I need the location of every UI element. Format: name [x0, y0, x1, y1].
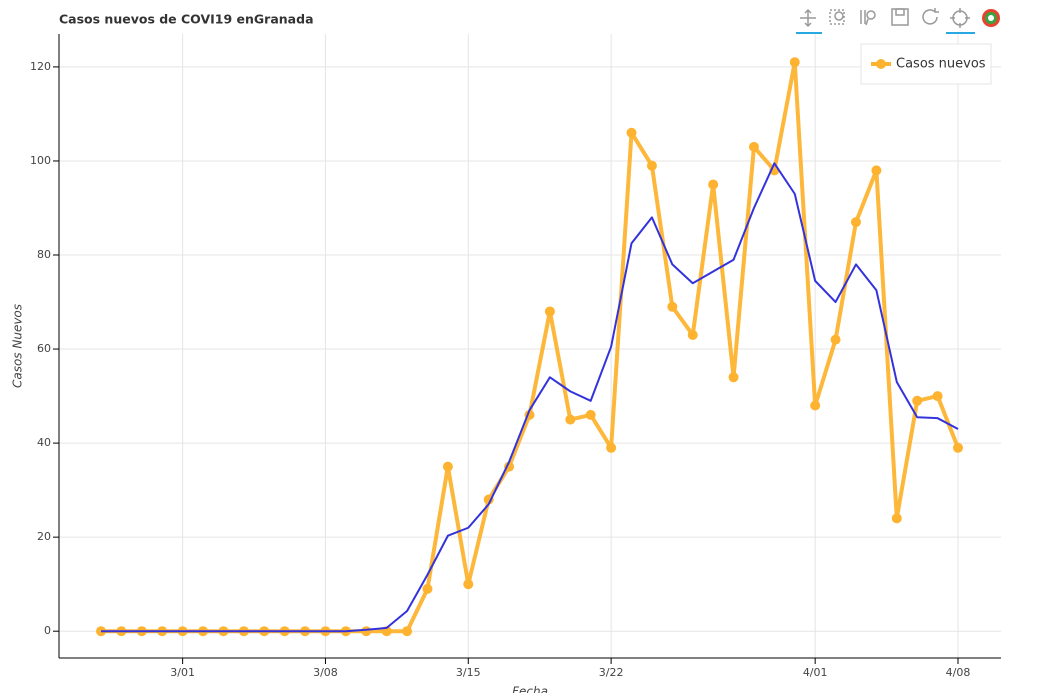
x-axis-label: Fecha	[512, 685, 548, 693]
data-point	[932, 391, 943, 402]
x-tick-label: 4/08	[946, 666, 971, 679]
chart-title: Casos nuevos de COVI19 enGranada	[59, 12, 314, 27]
data-point	[850, 217, 861, 228]
y-tick-label: 40	[37, 436, 51, 449]
data-point	[544, 306, 555, 317]
toolbar	[796, 8, 1000, 34]
bokeh-logo[interactable]	[982, 9, 1000, 27]
data-point	[361, 626, 372, 637]
x-tick-label: 3/01	[170, 666, 195, 679]
data-point	[953, 442, 963, 453]
data-point	[871, 165, 882, 176]
data-point	[606, 442, 617, 453]
reset-tool[interactable]	[922, 8, 939, 25]
data-point	[830, 334, 841, 345]
y-axis-label: Casos Nuevos	[11, 304, 25, 388]
data-point	[626, 127, 637, 138]
data-point	[687, 329, 698, 340]
data-point	[585, 409, 596, 420]
data-point	[891, 513, 902, 524]
data-point	[748, 141, 759, 152]
series-line	[101, 162, 959, 633]
data-point	[646, 160, 657, 171]
data-point	[810, 400, 821, 411]
x-tick-label: 3/22	[599, 666, 624, 679]
data-point	[422, 583, 433, 594]
data-point	[442, 461, 453, 472]
y-tick-label: 0	[44, 624, 51, 637]
series-line	[101, 60, 960, 634]
hover-tool[interactable]	[946, 8, 975, 34]
y-tick-label: 60	[37, 342, 51, 355]
x-tick-label: 3/08	[313, 666, 338, 679]
data-point	[708, 179, 719, 190]
x-tick-label: 4/01	[803, 666, 828, 679]
axes: 0 20 40 60 80 100 120 3/01 3/08 3/15 3/22 4/01 4/08	[30, 34, 1001, 679]
data-point	[463, 579, 474, 590]
data-point	[402, 626, 413, 637]
box-zoom-tool[interactable]	[829, 9, 845, 25]
wheel-zoom-tool[interactable]	[860, 10, 876, 26]
data-point	[912, 395, 923, 406]
y-tick-label: 80	[37, 248, 51, 261]
pan-tool[interactable]	[796, 8, 822, 34]
legend-marker	[876, 59, 886, 69]
save-tool[interactable]	[891, 8, 909, 26]
data-point	[789, 57, 800, 68]
data-point	[667, 301, 678, 312]
y-tick-label: 120	[30, 60, 51, 73]
y-tick-label: 100	[30, 154, 51, 167]
grid	[59, 34, 1001, 658]
legend: Casos nuevos	[860, 43, 992, 85]
legend-label: Casos nuevos	[896, 57, 986, 72]
y-tick-label: 20	[37, 530, 51, 543]
x-tick-label: 3/15	[456, 666, 481, 679]
data-point	[728, 372, 739, 383]
data-point	[565, 414, 576, 425]
